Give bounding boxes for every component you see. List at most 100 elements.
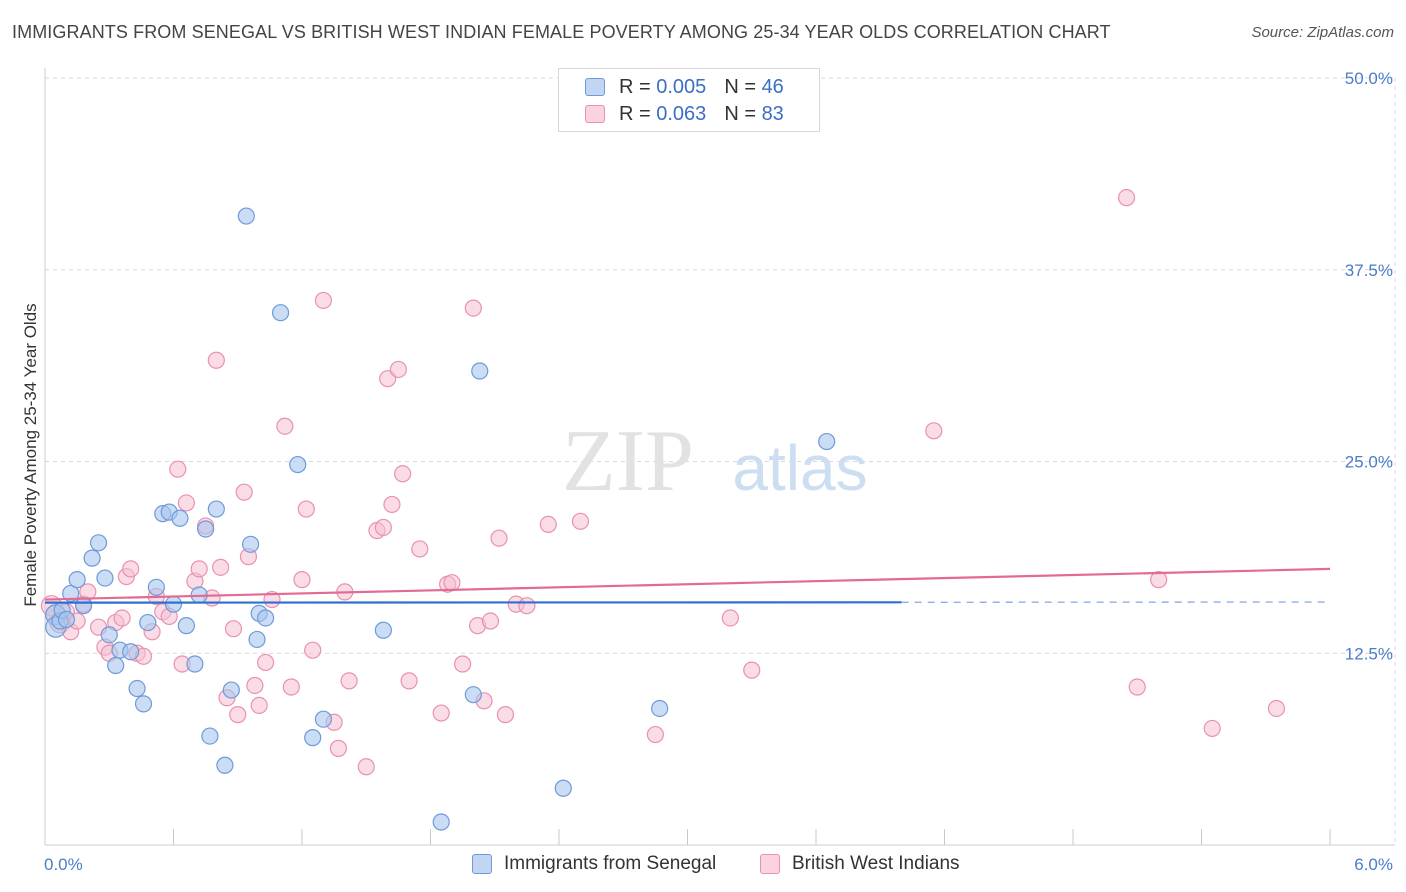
bwi-point [481,612,500,630]
senegal-point [651,699,669,718]
senegal-point [57,610,76,629]
bwi-point [454,655,472,673]
watermark-atlas: atlas [732,432,867,504]
correlation-legend: R = 0.005 N = 46 R = 0.063 N = 83 [558,68,820,132]
senegal-point [122,643,140,661]
senegal-point [74,597,93,615]
senegal-point [289,455,307,474]
senegal-point [554,779,572,797]
bwi-point [374,518,392,537]
bwi-point [496,706,515,724]
y-axis-label: Female Poverty Among 25-34 Year Olds [21,303,40,606]
bwi-point [383,495,401,514]
y-tick-label: 50.0% [1345,69,1393,88]
bwi-point [1128,678,1146,696]
bwi-point [177,494,195,512]
y-tick-label: 12.5% [1345,644,1393,663]
bwi-point [721,609,739,627]
bwi-point [1150,571,1168,589]
senegal-point [304,729,322,747]
legend-r-value-2: 0.063 [656,102,707,125]
bwi-point [464,299,482,317]
bwi-point [190,560,208,578]
y-tick-label: 37.5% [1345,261,1393,280]
legend-swatch-bwi [585,105,605,123]
senegal-point [96,569,114,587]
senegal-point [242,535,260,553]
senegal-point [818,432,836,451]
legend-n-label-2: N = [724,102,756,125]
senegal-point [374,621,392,639]
senegal-point [216,756,234,774]
bwi-point [304,641,322,659]
bwi-point [250,696,268,715]
bwi-point [357,758,375,776]
bwi-point [224,620,243,638]
bwi-point [122,560,140,578]
x-tick-label: 0.0% [44,855,83,874]
senegal-point [147,578,165,596]
senegal-point [237,207,255,225]
legend-r-value-1: 0.005 [656,75,707,98]
bottom-legend-bwi[interactable]: British West Indians [760,852,960,876]
senegal-point [222,681,240,699]
bwi-point [246,676,264,695]
senegal-point [100,626,118,644]
bwi-point [518,597,536,615]
bwi-point [276,417,294,435]
bwi-point [256,653,275,672]
x-tick-label: 6.0% [1354,855,1393,874]
bwi-point [394,465,412,483]
senegal-point [83,549,101,567]
senegal-point [89,534,108,552]
chart-source: Source: ZipAtlas.com [1251,24,1394,41]
series-senegal-points [45,207,836,831]
senegal-point [177,617,195,635]
bwi-point [113,609,131,627]
tick-labels: 12.5% 25.0% 37.5% 50.0% 0.0% 6.0% [44,69,1393,874]
bwi-point [646,725,664,744]
y-tick-label: 25.0% [1345,453,1393,472]
legend-row-bwi: R = 0.063 N = 83 [585,102,784,126]
legend-r-label-2: R = [619,102,651,125]
senegal-point [68,571,86,589]
senegal-point [139,613,157,632]
senegal-point [314,710,333,728]
bottom-legend-senegal[interactable]: Immigrants from Senegal [472,852,716,876]
legend-swatch-senegal [585,78,605,96]
senegal-point [128,679,146,698]
senegal-point [271,304,290,322]
legend-n-label-1: N = [724,75,756,98]
senegal-point [464,686,482,704]
bottom-legend-swatch-senegal [472,854,492,874]
senegal-point [197,520,215,538]
senegal-point [107,656,125,675]
legend-r-label-1: R = [619,75,651,98]
bottom-legend-label-bwi: British West Indians [792,853,960,874]
bwi-point [539,515,557,533]
watermark: ZIP atlas [562,413,868,510]
legend-n-value-2: 83 [761,102,784,125]
senegal-point [164,595,183,613]
chart-title: IMMIGRANTS FROM SENEGAL VS BRITISH WEST … [12,22,1111,42]
senegal-point [171,509,189,527]
senegal-point [432,813,450,831]
bwi-point [490,529,508,547]
bwi-point [212,558,230,576]
senegal-point [201,727,219,745]
bwi-point [329,739,348,757]
senegal-point [207,500,225,518]
senegal-point [134,695,153,713]
bwi-point [235,483,253,501]
senegal-point [256,609,275,627]
bwi-point [743,661,761,679]
trend-lines [44,567,1331,604]
bwi-point [282,678,300,696]
bwi-point [1203,719,1221,738]
grid-lines [45,77,1396,845]
bwi-point [293,571,311,589]
bwi-point [400,672,418,690]
bwi-point [297,500,315,518]
senegal-point [62,584,80,603]
